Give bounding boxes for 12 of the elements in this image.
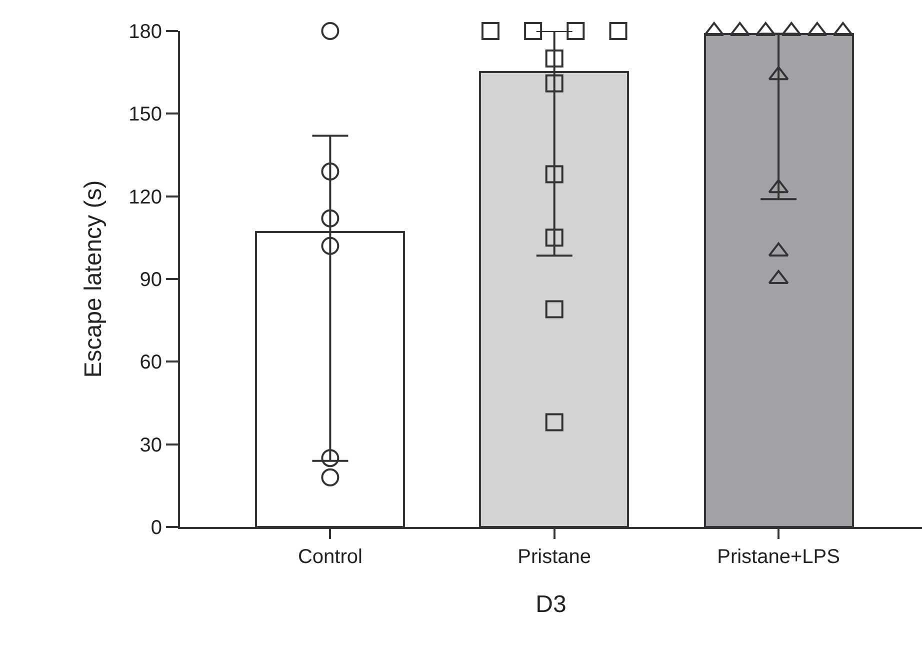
y-tick-label: 90 [140,269,162,291]
x-tick-label: Pristane+LPS [717,546,840,568]
y-tick-label: 0 [150,517,162,539]
x-tick-label: Pristane [518,546,592,568]
x-tick-label: Control [298,546,362,568]
y-tick-label: 180 [128,21,162,43]
y-tick-label: 150 [128,104,162,126]
y-tick-label: 120 [128,186,162,208]
y-tick-label: 60 [140,352,162,374]
x-axis-title: D3 [536,590,566,618]
y-tick-label: 30 [140,434,162,456]
y-axis-title: Escape latency (s) [80,180,108,378]
